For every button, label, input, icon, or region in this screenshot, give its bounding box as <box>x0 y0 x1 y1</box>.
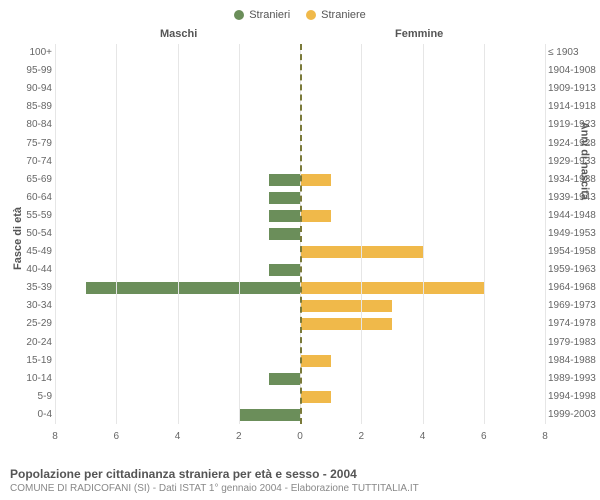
age-label: 50-54 <box>2 228 52 239</box>
age-label: 40-44 <box>2 264 52 275</box>
bar-male <box>269 192 300 204</box>
header-female: Femmine <box>395 28 443 40</box>
x-tick-label: 6 <box>113 431 119 442</box>
age-label: 15-19 <box>2 355 52 366</box>
plot-area: 100+≤ 190395-991904-190890-941909-191385… <box>55 44 545 444</box>
age-label: 75-79 <box>2 138 52 149</box>
age-label: 80-84 <box>2 119 52 130</box>
birth-year-label: 1949-1953 <box>548 228 600 239</box>
age-label: 10-14 <box>2 373 52 384</box>
grid-line <box>178 44 179 424</box>
birth-year-label: 1944-1948 <box>548 210 600 221</box>
birth-year-label: 1914-1918 <box>548 101 600 112</box>
age-label: 95-99 <box>2 65 52 76</box>
footer-subtitle: COMUNE DI RADICOFANI (SI) - Dati ISTAT 1… <box>10 483 590 494</box>
bar-male <box>269 210 300 222</box>
x-tick-label: 4 <box>175 431 181 442</box>
bar-female <box>300 282 484 294</box>
birth-year-label: 1904-1908 <box>548 65 600 76</box>
bar-male <box>269 228 300 240</box>
bar-male <box>86 282 300 294</box>
bar-female <box>300 210 331 222</box>
grid-line <box>361 44 362 424</box>
age-label: 5-9 <box>2 391 52 402</box>
x-tick-label: 8 <box>542 431 548 442</box>
header-male: Maschi <box>160 28 197 40</box>
age-label: 60-64 <box>2 192 52 203</box>
grid-line <box>116 44 117 424</box>
x-tick-label: 2 <box>358 431 364 442</box>
birth-year-label: 1909-1913 <box>548 83 600 94</box>
chart-container: Stranieri Straniere Maschi Femmine Fasce… <box>0 0 600 500</box>
birth-year-label: ≤ 1903 <box>548 47 600 58</box>
bar-female <box>300 355 331 367</box>
birth-year-label: 1989-1993 <box>548 373 600 384</box>
birth-year-label: 1939-1943 <box>548 192 600 203</box>
bar-male <box>269 373 300 385</box>
birth-year-label: 1959-1963 <box>548 264 600 275</box>
x-tick-label: 6 <box>481 431 487 442</box>
footer-title: Popolazione per cittadinanza straniera p… <box>10 467 590 481</box>
bar-female <box>300 300 392 312</box>
birth-year-label: 1934-1938 <box>548 174 600 185</box>
center-line <box>300 44 302 424</box>
chart-footer: Popolazione per cittadinanza straniera p… <box>10 467 590 494</box>
grid-line <box>239 44 240 424</box>
x-tick-label: 8 <box>52 431 58 442</box>
legend-item-female: Straniere <box>306 9 366 21</box>
grid-line <box>545 44 546 424</box>
grid-line <box>55 44 56 424</box>
bar-female <box>300 318 392 330</box>
grid-line <box>423 44 424 424</box>
age-label: 100+ <box>2 47 52 58</box>
birth-year-label: 1919-1923 <box>548 119 600 130</box>
birth-year-label: 1984-1988 <box>548 355 600 366</box>
age-label: 85-89 <box>2 101 52 112</box>
age-label: 20-24 <box>2 337 52 348</box>
age-label: 65-69 <box>2 174 52 185</box>
x-tick-label: 0 <box>297 431 303 442</box>
birth-year-label: 1954-1958 <box>548 246 600 257</box>
age-label: 55-59 <box>2 210 52 221</box>
age-label: 70-74 <box>2 156 52 167</box>
bar-female <box>300 174 331 186</box>
birth-year-label: 1979-1983 <box>548 337 600 348</box>
birth-year-label: 1999-2003 <box>548 409 600 420</box>
birth-year-label: 1974-1978 <box>548 318 600 329</box>
legend-swatch-male <box>234 10 244 20</box>
age-label: 30-34 <box>2 300 52 311</box>
grid-line <box>484 44 485 424</box>
age-label: 90-94 <box>2 83 52 94</box>
bar-male <box>239 409 300 421</box>
legend-item-male: Stranieri <box>234 9 290 21</box>
bar-female <box>300 391 331 403</box>
x-tick-label: 2 <box>236 431 242 442</box>
age-label: 0-4 <box>2 409 52 420</box>
age-label: 35-39 <box>2 282 52 293</box>
age-label: 25-29 <box>2 318 52 329</box>
legend: Stranieri Straniere <box>0 0 600 24</box>
legend-label-male: Stranieri <box>249 9 290 21</box>
birth-year-label: 1969-1973 <box>548 300 600 311</box>
x-tick-label: 4 <box>420 431 426 442</box>
bar-male <box>269 264 300 276</box>
birth-year-label: 1929-1933 <box>548 156 600 167</box>
column-headers: Maschi Femmine <box>0 28 600 44</box>
birth-year-label: 1964-1968 <box>548 282 600 293</box>
legend-label-female: Straniere <box>321 9 366 21</box>
bar-male <box>269 174 300 186</box>
birth-year-label: 1994-1998 <box>548 391 600 402</box>
legend-swatch-female <box>306 10 316 20</box>
age-label: 45-49 <box>2 246 52 257</box>
birth-year-label: 1924-1928 <box>548 138 600 149</box>
